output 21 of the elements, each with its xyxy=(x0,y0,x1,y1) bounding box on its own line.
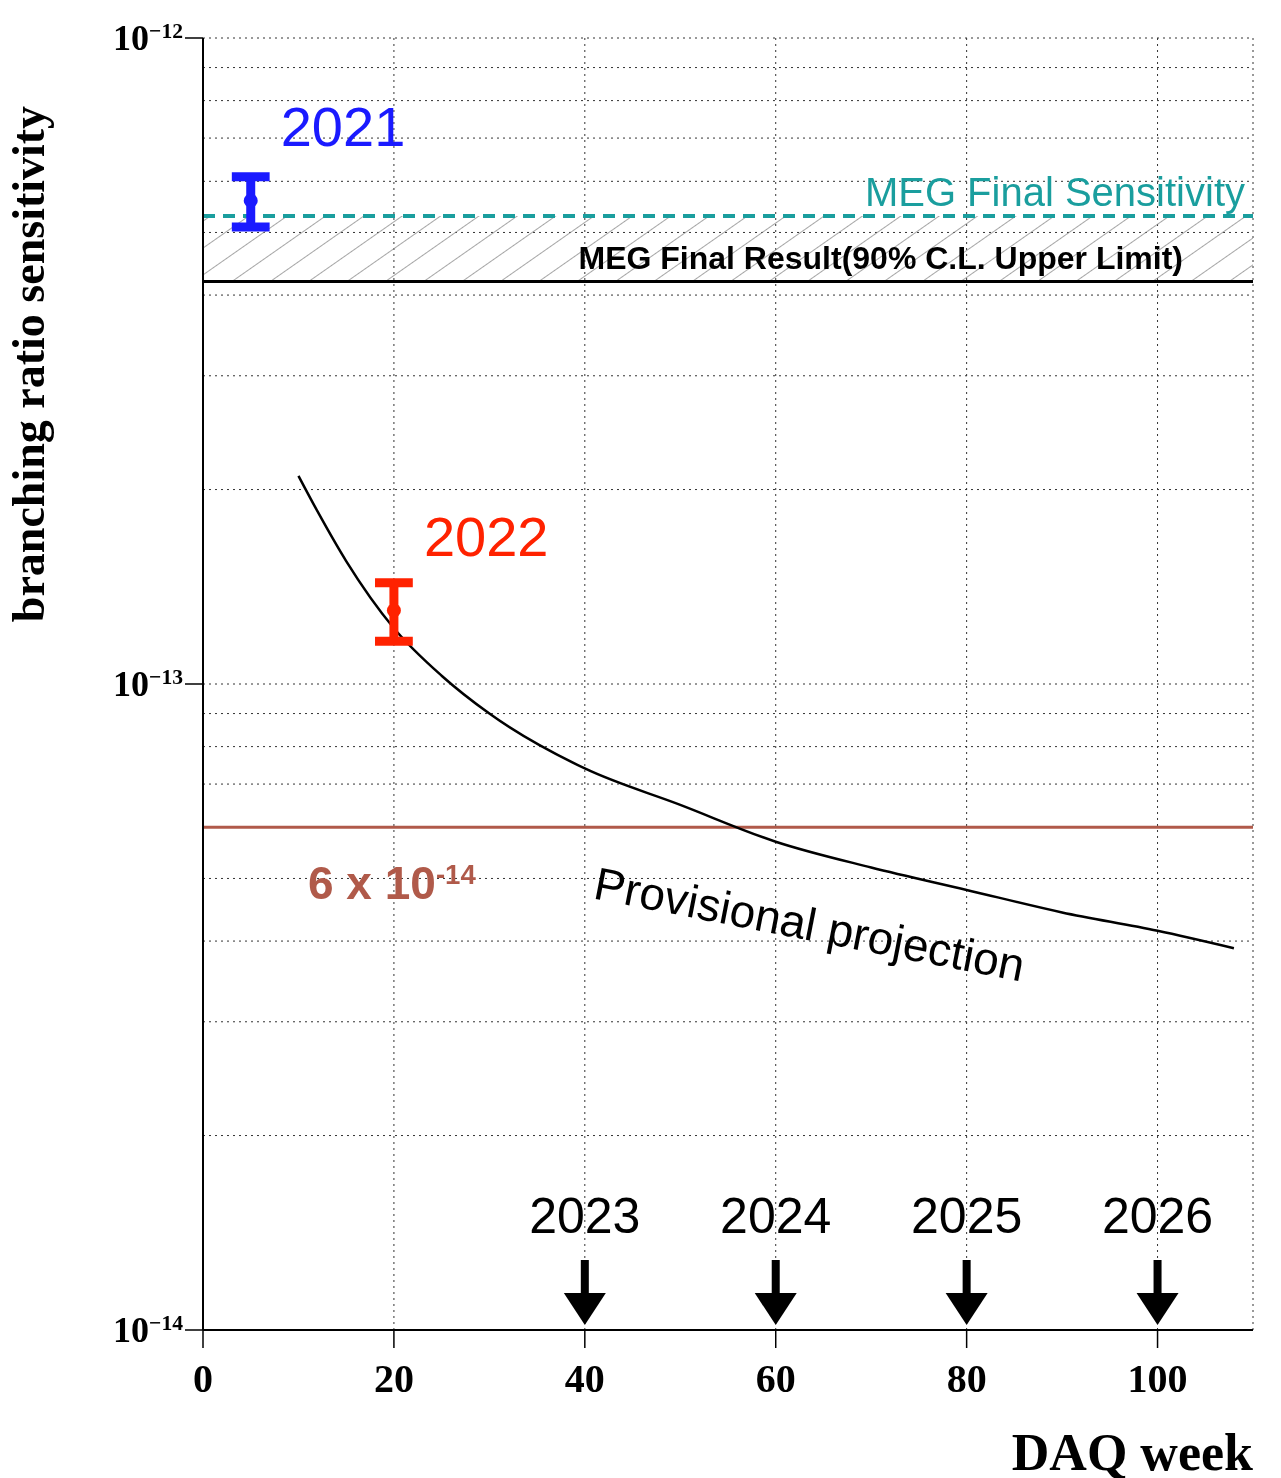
annotation: 2024 xyxy=(720,1188,832,1244)
x-tick-label: 60 xyxy=(755,1356,796,1401)
x-tick-label: 40 xyxy=(564,1356,605,1401)
x-tick-label: 100 xyxy=(1127,1356,1188,1401)
annotation: 2026 xyxy=(1101,1188,1214,1244)
y-tick-label: 10$^{−14}$ xyxy=(113,1310,184,1350)
ref-line-label: MEG Final Sensitivity xyxy=(864,170,1245,215)
ref-line-label: MEG Final Result(90% C.L. Upper Limit) xyxy=(578,240,1183,277)
annotation: 2023 xyxy=(529,1188,641,1244)
annotation: 2025 xyxy=(911,1188,1023,1244)
x-axis-title: DAQ week xyxy=(1011,1424,1254,1478)
series-label: 2021 xyxy=(280,95,406,159)
series-label: 2022 xyxy=(423,504,549,568)
text: Provisional projection xyxy=(590,856,1030,992)
y-axis-title: branching ratio sensitivity xyxy=(3,105,55,623)
y-tick-label: 10$^{−12}$ xyxy=(113,18,183,58)
x-tick-label: 20 xyxy=(373,1356,414,1401)
x-tick-label: 80 xyxy=(946,1356,987,1401)
x-tick-label: 0 xyxy=(193,1356,213,1401)
y-tick-label: 10$^{−13}$ xyxy=(113,664,184,704)
ref-line-label: 6 x 10$^{-14}$ xyxy=(308,857,477,910)
